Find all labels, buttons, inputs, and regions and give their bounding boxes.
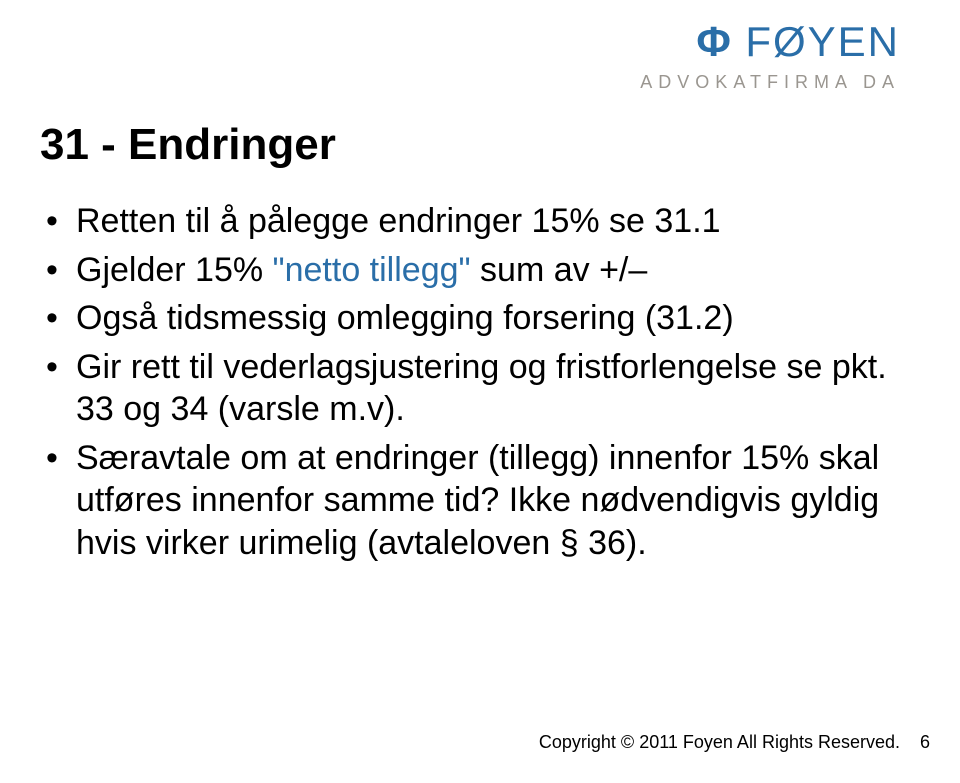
bullet-text: sum av +/– (471, 251, 648, 289)
logo-name: FØYEN (745, 18, 900, 66)
bullet-text: Gir rett til vederlagsjustering og frist… (76, 348, 887, 429)
bullet-text: Gjelder 15% (76, 251, 273, 289)
quoted-term: "netto tillegg" (273, 251, 471, 289)
slide-title: 31 - Endringer (40, 120, 336, 170)
list-item: Gir rett til vederlagsjustering og frist… (40, 346, 900, 431)
bullet-list: Retten til å pålegge endringer 15% se 31… (40, 200, 900, 570)
page-number: 6 (920, 732, 930, 753)
list-item: Også tidsmessig omlegging forsering (31.… (40, 297, 900, 340)
list-item: Gjelder 15% "netto tillegg" sum av +/– (40, 249, 900, 292)
bullet-text: Også tidsmessig omlegging forsering (31.… (76, 299, 734, 337)
bullet-text: Retten til å pålegge endringer 15% se 31… (76, 202, 721, 240)
logo-symbol: Φ (696, 21, 730, 63)
logo: Φ FØYEN ADVOKATFIRMA DA (580, 18, 900, 93)
logo-subline: ADVOKATFIRMA DA (580, 72, 900, 93)
list-item: Retten til å pålegge endringer 15% se 31… (40, 200, 900, 243)
list-item: Særavtale om at endringer (tillegg) inne… (40, 437, 900, 565)
copyright-footer: Copyright © 2011 Foyen All Rights Reserv… (539, 732, 900, 753)
bullet-text: Særavtale om at endringer (tillegg) inne… (76, 439, 879, 562)
